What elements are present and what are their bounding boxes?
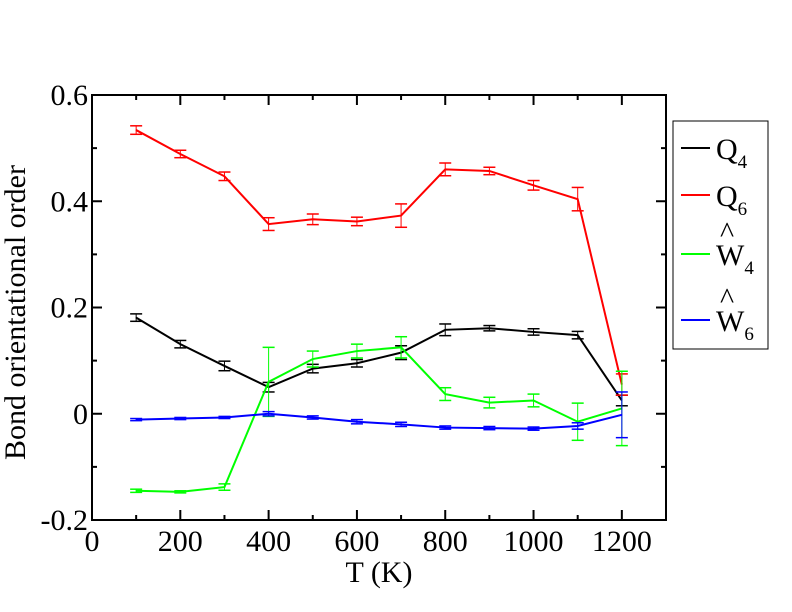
series-q4 bbox=[130, 313, 628, 407]
x-tick-label: 800 bbox=[423, 525, 468, 558]
data-point bbox=[577, 334, 579, 336]
data-point bbox=[577, 425, 579, 427]
y-axis-label: Bond orientational order bbox=[0, 165, 32, 460]
legend-box bbox=[672, 120, 769, 350]
data-point bbox=[621, 414, 623, 416]
axes: 0 200 400 600 800 1000 1200-0.200.20.40.6 bbox=[41, 79, 666, 558]
data-point bbox=[312, 368, 314, 370]
y-tick-label: 0.2 bbox=[51, 292, 89, 325]
data-point bbox=[444, 427, 446, 429]
legend-label: W4 bbox=[716, 239, 754, 279]
data-point bbox=[356, 421, 358, 423]
data-point bbox=[135, 490, 137, 492]
data-point bbox=[135, 317, 137, 319]
series-w4 bbox=[130, 335, 628, 494]
data-point bbox=[488, 427, 490, 429]
data-point bbox=[223, 486, 225, 488]
data-point bbox=[356, 350, 358, 352]
data-point bbox=[444, 329, 446, 331]
data-point bbox=[312, 416, 314, 418]
data-point bbox=[533, 184, 535, 186]
data-point bbox=[179, 153, 181, 155]
data-point bbox=[577, 421, 579, 423]
data-point bbox=[533, 428, 535, 430]
y-tick-label: -0.2 bbox=[41, 504, 89, 537]
plot-frame bbox=[91, 94, 667, 521]
series-line bbox=[136, 412, 623, 430]
data-point bbox=[135, 419, 137, 421]
plot-area bbox=[91, 94, 667, 521]
x-axis-label: T (K) bbox=[346, 556, 413, 589]
data-point bbox=[533, 331, 535, 333]
x-tick-label: 600 bbox=[334, 525, 379, 558]
x-tick-label: 400 bbox=[246, 525, 291, 558]
legend-hat: ^ bbox=[720, 216, 734, 249]
series-line bbox=[135, 316, 623, 402]
data-point bbox=[444, 168, 446, 170]
series-w6 bbox=[130, 391, 628, 439]
data-point bbox=[356, 220, 358, 222]
data-point bbox=[268, 381, 270, 383]
data-point bbox=[488, 170, 490, 172]
data-point bbox=[179, 418, 181, 420]
data-point bbox=[400, 215, 402, 217]
data-point bbox=[268, 413, 270, 415]
data-point bbox=[400, 346, 402, 348]
x-tick-label: 1000 bbox=[504, 525, 564, 558]
x-tick-label: 200 bbox=[158, 525, 203, 558]
x-tick-label: 0 bbox=[85, 525, 100, 558]
x-tick-label: 1200 bbox=[592, 525, 652, 558]
series-line bbox=[136, 346, 623, 493]
legend-hat: ^ bbox=[720, 282, 734, 315]
data-point bbox=[356, 362, 358, 364]
y-tick-label: 0.4 bbox=[51, 185, 89, 218]
data-point bbox=[223, 365, 225, 367]
legend-label: Q4 bbox=[716, 133, 748, 173]
legend-label: Q6 bbox=[716, 180, 747, 220]
data-point bbox=[179, 491, 181, 493]
y-tick-label: 0 bbox=[73, 398, 88, 431]
legend-label: W6 bbox=[716, 305, 754, 345]
data-point bbox=[312, 218, 314, 220]
data-point bbox=[268, 223, 270, 225]
data-point bbox=[223, 175, 225, 177]
data-point bbox=[400, 423, 402, 425]
series-q6 bbox=[130, 125, 628, 396]
data-point bbox=[488, 327, 490, 329]
data-point bbox=[577, 198, 579, 200]
data-point bbox=[533, 399, 535, 401]
data-point bbox=[135, 129, 137, 131]
data-point bbox=[223, 416, 225, 418]
data-point bbox=[312, 358, 314, 360]
data-point bbox=[179, 343, 181, 345]
series-line bbox=[135, 129, 623, 385]
data-point bbox=[444, 393, 446, 395]
series-layer bbox=[130, 125, 628, 494]
y-tick-label: 0.6 bbox=[51, 79, 89, 112]
data-point bbox=[488, 402, 490, 404]
